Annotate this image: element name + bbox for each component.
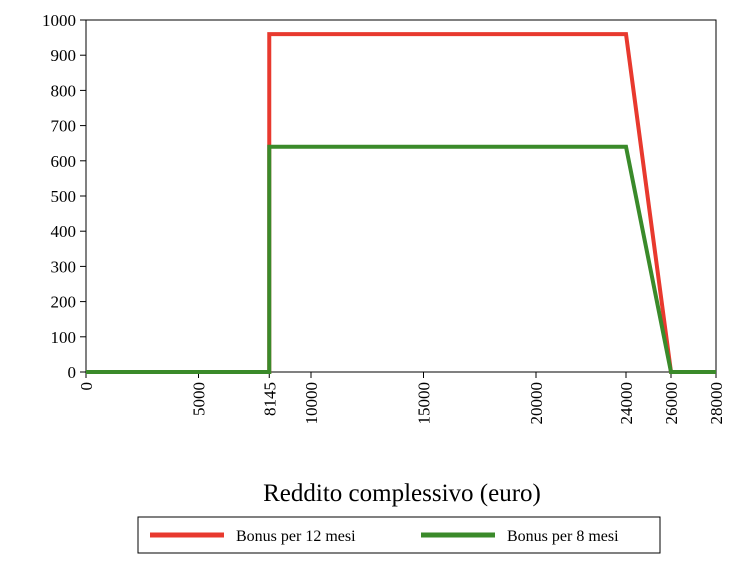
legend-label: Bonus per 8 mesi (507, 528, 619, 545)
legend: Bonus per 12 mesi Bonus per 8 mesi (137, 516, 661, 554)
x-tick-label: 28000 (707, 382, 726, 425)
x-tick-label: 20000 (527, 382, 546, 425)
y-tick-label: 700 (51, 117, 77, 136)
series-line-2 (86, 144, 716, 374)
x-tick-label: 15000 (415, 382, 434, 425)
y-tick-label: 300 (51, 257, 77, 276)
plot-area (85, 19, 717, 373)
x-tick-label: 0 (77, 382, 96, 391)
x-axis: 0 5000 8145 10000 15000 20000 24000 26000 28000 (77, 372, 726, 425)
series-layer (86, 32, 716, 374)
series-line-1 (86, 32, 716, 374)
x-tick-label: 8145 (260, 382, 279, 416)
x-tick-label: 24000 (617, 382, 636, 425)
x-tick-label: 26000 (662, 382, 681, 425)
plot-frame (85, 19, 717, 373)
y-tick-label: 800 (51, 81, 77, 100)
x-tick-label: 5000 (190, 382, 209, 416)
y-tick-label: 100 (51, 328, 77, 347)
y-tick-label: 0 (68, 363, 77, 382)
y-tick-label: 500 (51, 187, 77, 206)
x-axis-title: Reddito complessivo (euro) (263, 480, 541, 507)
y-tick-label: 200 (51, 293, 77, 312)
legend-box (137, 516, 661, 554)
y-tick-label: 1000 (42, 11, 76, 30)
y-tick-label: 900 (51, 46, 77, 65)
y-tick-label: 600 (51, 152, 77, 171)
y-tick-label: 400 (51, 222, 77, 241)
y-axis: 0 100 200 300 400 500 600 700 800 900 1000 (42, 11, 86, 382)
x-tick-label: 10000 (302, 382, 321, 425)
legend-label: Bonus per 12 mesi (236, 528, 356, 545)
